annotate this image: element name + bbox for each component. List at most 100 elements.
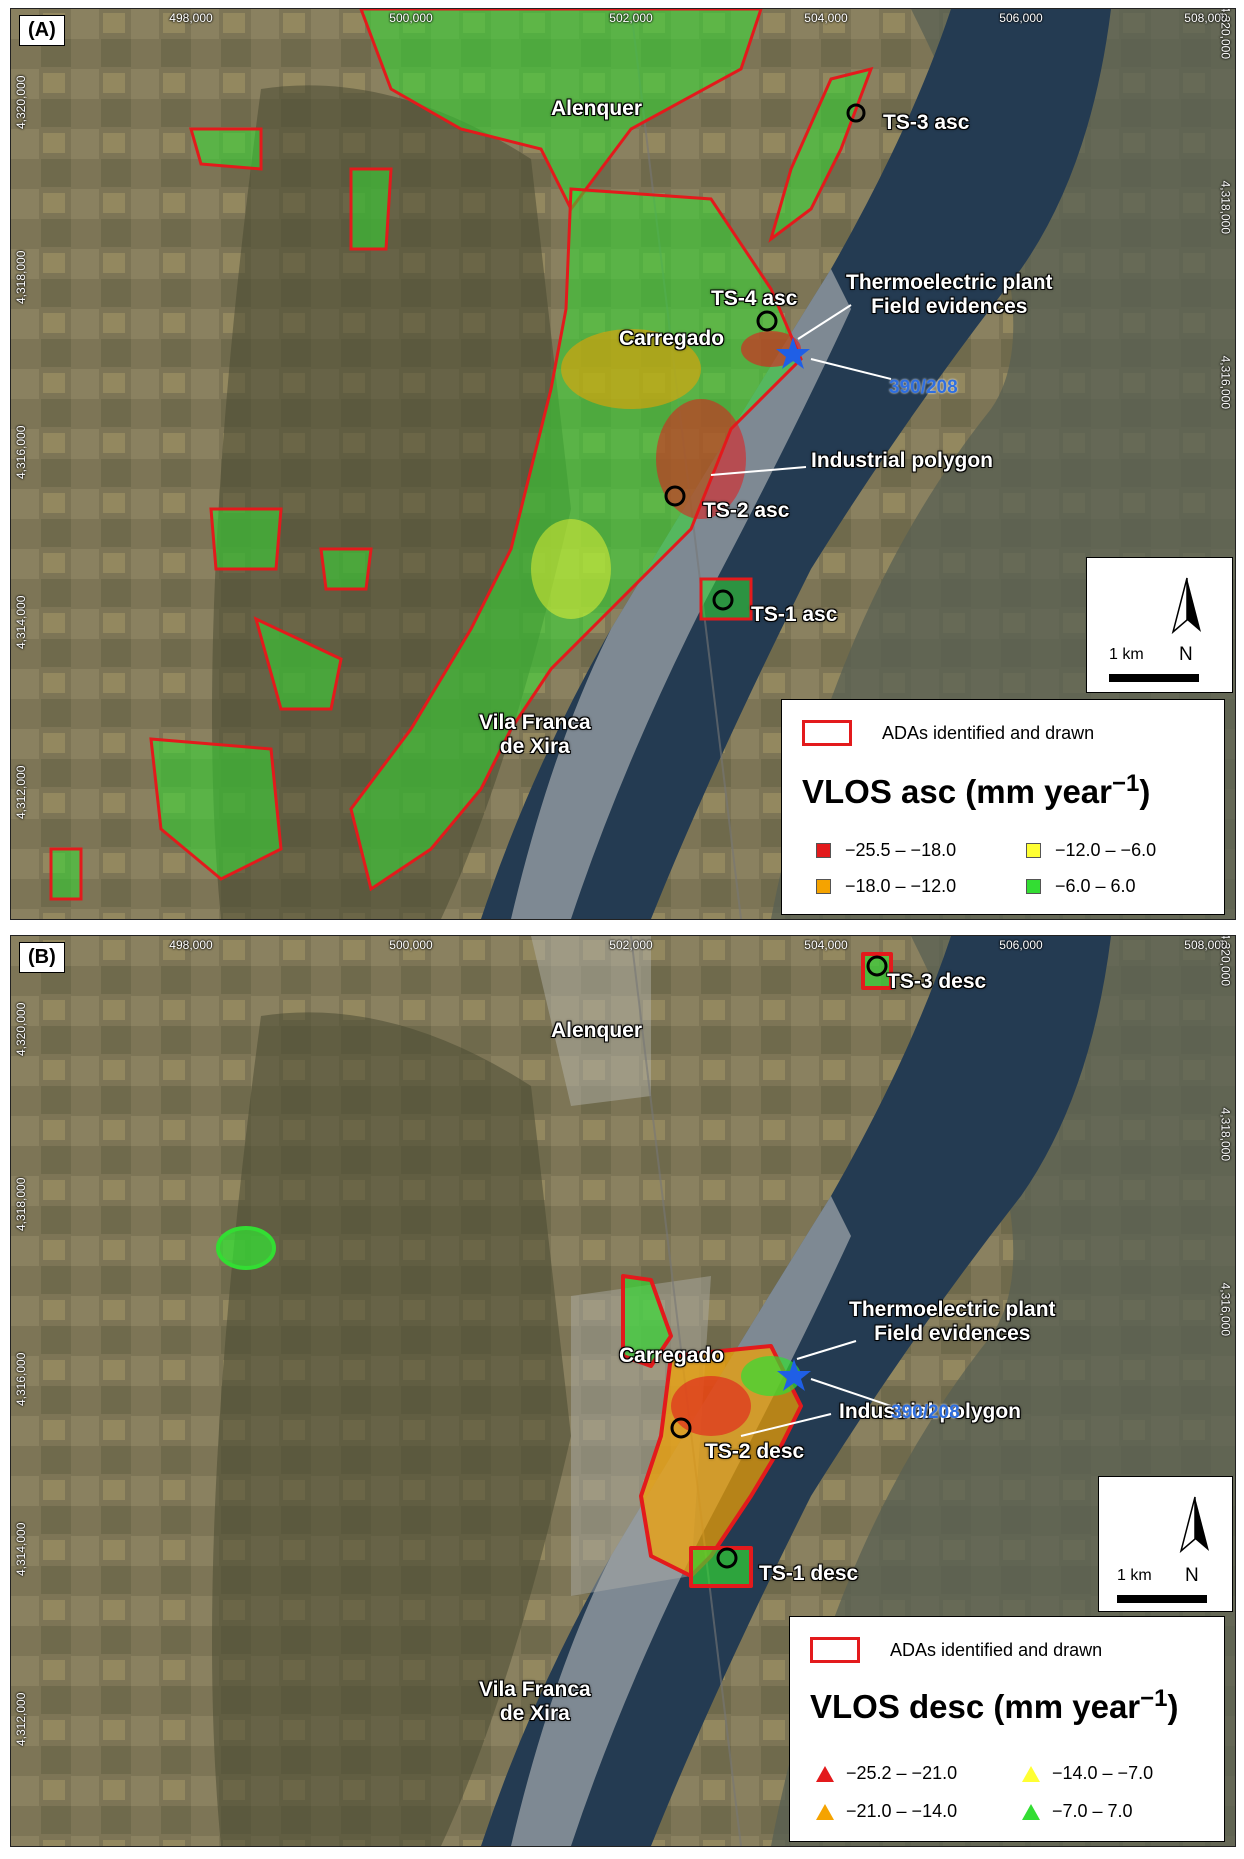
x-tick: 506,000: [999, 11, 1043, 25]
north-letter: N: [1179, 644, 1193, 665]
industrial-polygon-label: Industrial polygon: [839, 1400, 1021, 1423]
scale-bar: [1117, 1595, 1207, 1603]
north-scale-box: 1 km N: [1098, 1476, 1233, 1612]
thermoelectric-label: Thermoelectric plant Field evidences: [846, 271, 1053, 319]
place-vila-franca-line1: Vila Franca: [479, 711, 591, 734]
ts2-label: TS-2 desc: [705, 1440, 805, 1463]
y-tick: 4,320,000: [14, 75, 28, 129]
thermoelectric-star-a: [776, 337, 810, 369]
legend-class-4: −7.0 – 7.0: [1022, 1801, 1133, 1822]
y-tick: 4,318,000: [14, 250, 28, 304]
north-letter: N: [1185, 1565, 1199, 1586]
industrial-polygon-label: Industrial polygon: [811, 449, 993, 472]
legend-swatch: [1026, 843, 1041, 858]
ts2-label: TS-2 asc: [703, 499, 790, 522]
legend-triangle: [1022, 1803, 1040, 1820]
scale-bar: [1109, 674, 1199, 682]
x-tick: 504,000: [804, 938, 848, 952]
map-panel-b: (B) 498,000 500,000 502,000 504,000 506,…: [10, 935, 1236, 1847]
legend-swatch: [816, 843, 831, 858]
legend-class-label: −25.5 – −18.0: [845, 840, 957, 860]
legend-class-label: −7.0 – 7.0: [1052, 1801, 1133, 1821]
x-tick: 506,000: [999, 938, 1043, 952]
legend-title-close: ): [1167, 1688, 1179, 1725]
legend-swatch: [1026, 879, 1041, 894]
green-ada-b: [216, 1226, 276, 1270]
legend-ada-row: ADAs identified and drawn: [810, 1637, 1102, 1663]
thermoelectric-label: Thermoelectric plant Field evidences: [849, 1298, 1056, 1346]
x-tick: 508,000: [1184, 938, 1228, 952]
legend-swatch: [816, 879, 831, 894]
y-tick: 4,312,000: [14, 1692, 28, 1746]
legend-class-label: −12.0 – −6.0: [1055, 840, 1157, 860]
ts3-label: TS-3 desc: [887, 970, 987, 993]
place-vila-franca-line2: de Xira: [499, 1702, 570, 1726]
legend-class-label: −14.0 – −7.0: [1052, 1763, 1154, 1783]
north-scale-box: 1 km N: [1086, 557, 1233, 693]
legend-triangle: [1022, 1765, 1040, 1782]
ts4-label: TS-4 asc: [711, 287, 798, 310]
thermoelectric-line1: Thermoelectric plant: [846, 271, 1053, 294]
x-tick: 502,000: [609, 11, 653, 25]
legend-class-label: −21.0 – −14.0: [846, 1801, 958, 1821]
legend-triangle: [816, 1803, 834, 1820]
north-arrow-icon: [1171, 577, 1201, 635]
code-arrow-b: [810, 1378, 892, 1407]
orbit-code-label: 390/208: [891, 1402, 960, 1423]
x-tick: 502,000: [609, 938, 653, 952]
ts1-label: TS-1 asc: [751, 603, 838, 626]
legend-title-exponent: −1: [1140, 1685, 1168, 1712]
map-panel-a: (A) 498,000 500,000 502,000 504,000 506,…: [10, 8, 1236, 920]
y-tick-right: 4,320,000: [1218, 935, 1232, 986]
place-vila-franca: Vila Franca de Xira: [479, 711, 591, 759]
y-tick: 4,312,000: [14, 765, 28, 819]
thermoelectric-star-b: [777, 1359, 811, 1391]
y-tick: 4,320,000: [14, 1002, 28, 1056]
scale-label: 1 km: [1117, 1567, 1152, 1584]
place-carregado: Carregado: [619, 327, 725, 350]
ts4-circle-a: [756, 310, 778, 332]
y-tick-right: 4,316,000: [1218, 355, 1232, 409]
legend-class-1: −25.5 – −18.0: [816, 840, 956, 861]
place-carregado: Carregado: [619, 1344, 725, 1367]
legend-class-3: −14.0 – −7.0: [1022, 1763, 1153, 1784]
legend-title-exponent: −1: [1112, 770, 1140, 797]
place-vila-franca-line2: de Xira: [499, 735, 570, 759]
industrial-arrow-a: [710, 466, 807, 476]
x-tick: 498,000: [169, 938, 213, 952]
scale-label: 1 km: [1109, 646, 1144, 663]
y-tick: 4,314,000: [14, 595, 28, 649]
ts1-circle-b: [716, 1547, 738, 1569]
ts3-circle-a: [846, 103, 866, 123]
x-tick: 504,000: [804, 11, 848, 25]
ts3-label: TS-3 asc: [883, 111, 970, 134]
y-tick-right: 4,316,000: [1218, 1282, 1232, 1336]
place-vila-franca: Vila Franca de Xira: [479, 1678, 591, 1726]
legend-class-label: −25.2 – −21.0: [846, 1763, 958, 1783]
legend-title-text: VLOS asc (mm year: [802, 773, 1112, 810]
satellite-basemap-b: [11, 936, 1235, 1846]
y-tick: 4,318,000: [14, 1177, 28, 1231]
legend-triangle: [816, 1765, 834, 1782]
ada-swatch: [810, 1637, 860, 1663]
x-tick: 500,000: [389, 938, 433, 952]
legend-class-4: −6.0 – 6.0: [1026, 876, 1136, 897]
industrial-arrow-b: [740, 1413, 832, 1437]
legend-class-2: −18.0 – −12.0: [816, 876, 956, 897]
thermoelectric-line2: Field evidences: [874, 1322, 1031, 1346]
place-alenquer: Alenquer: [551, 1019, 643, 1042]
orbit-code-label: 390/208: [889, 377, 958, 398]
place-alenquer: Alenquer: [551, 97, 643, 120]
x-tick: 498,000: [169, 11, 213, 25]
north-arrow-icon: [1179, 1496, 1209, 1554]
legend-class-label: −18.0 – −12.0: [845, 876, 957, 896]
thermoelectric-line1: Thermoelectric plant: [849, 1298, 1056, 1321]
y-tick-right: 4,318,000: [1218, 1107, 1232, 1161]
legend-title: VLOS desc (mm year−1): [810, 1685, 1179, 1726]
thermo-arrow-a: [797, 304, 852, 340]
y-tick: 4,314,000: [14, 1522, 28, 1576]
ada-swatch: [802, 720, 852, 746]
legend-title: VLOS asc (mm year−1): [802, 770, 1150, 811]
place-vila-franca-line1: Vila Franca: [479, 1678, 591, 1701]
legend-ada-row: ADAs identified and drawn: [802, 720, 1094, 746]
